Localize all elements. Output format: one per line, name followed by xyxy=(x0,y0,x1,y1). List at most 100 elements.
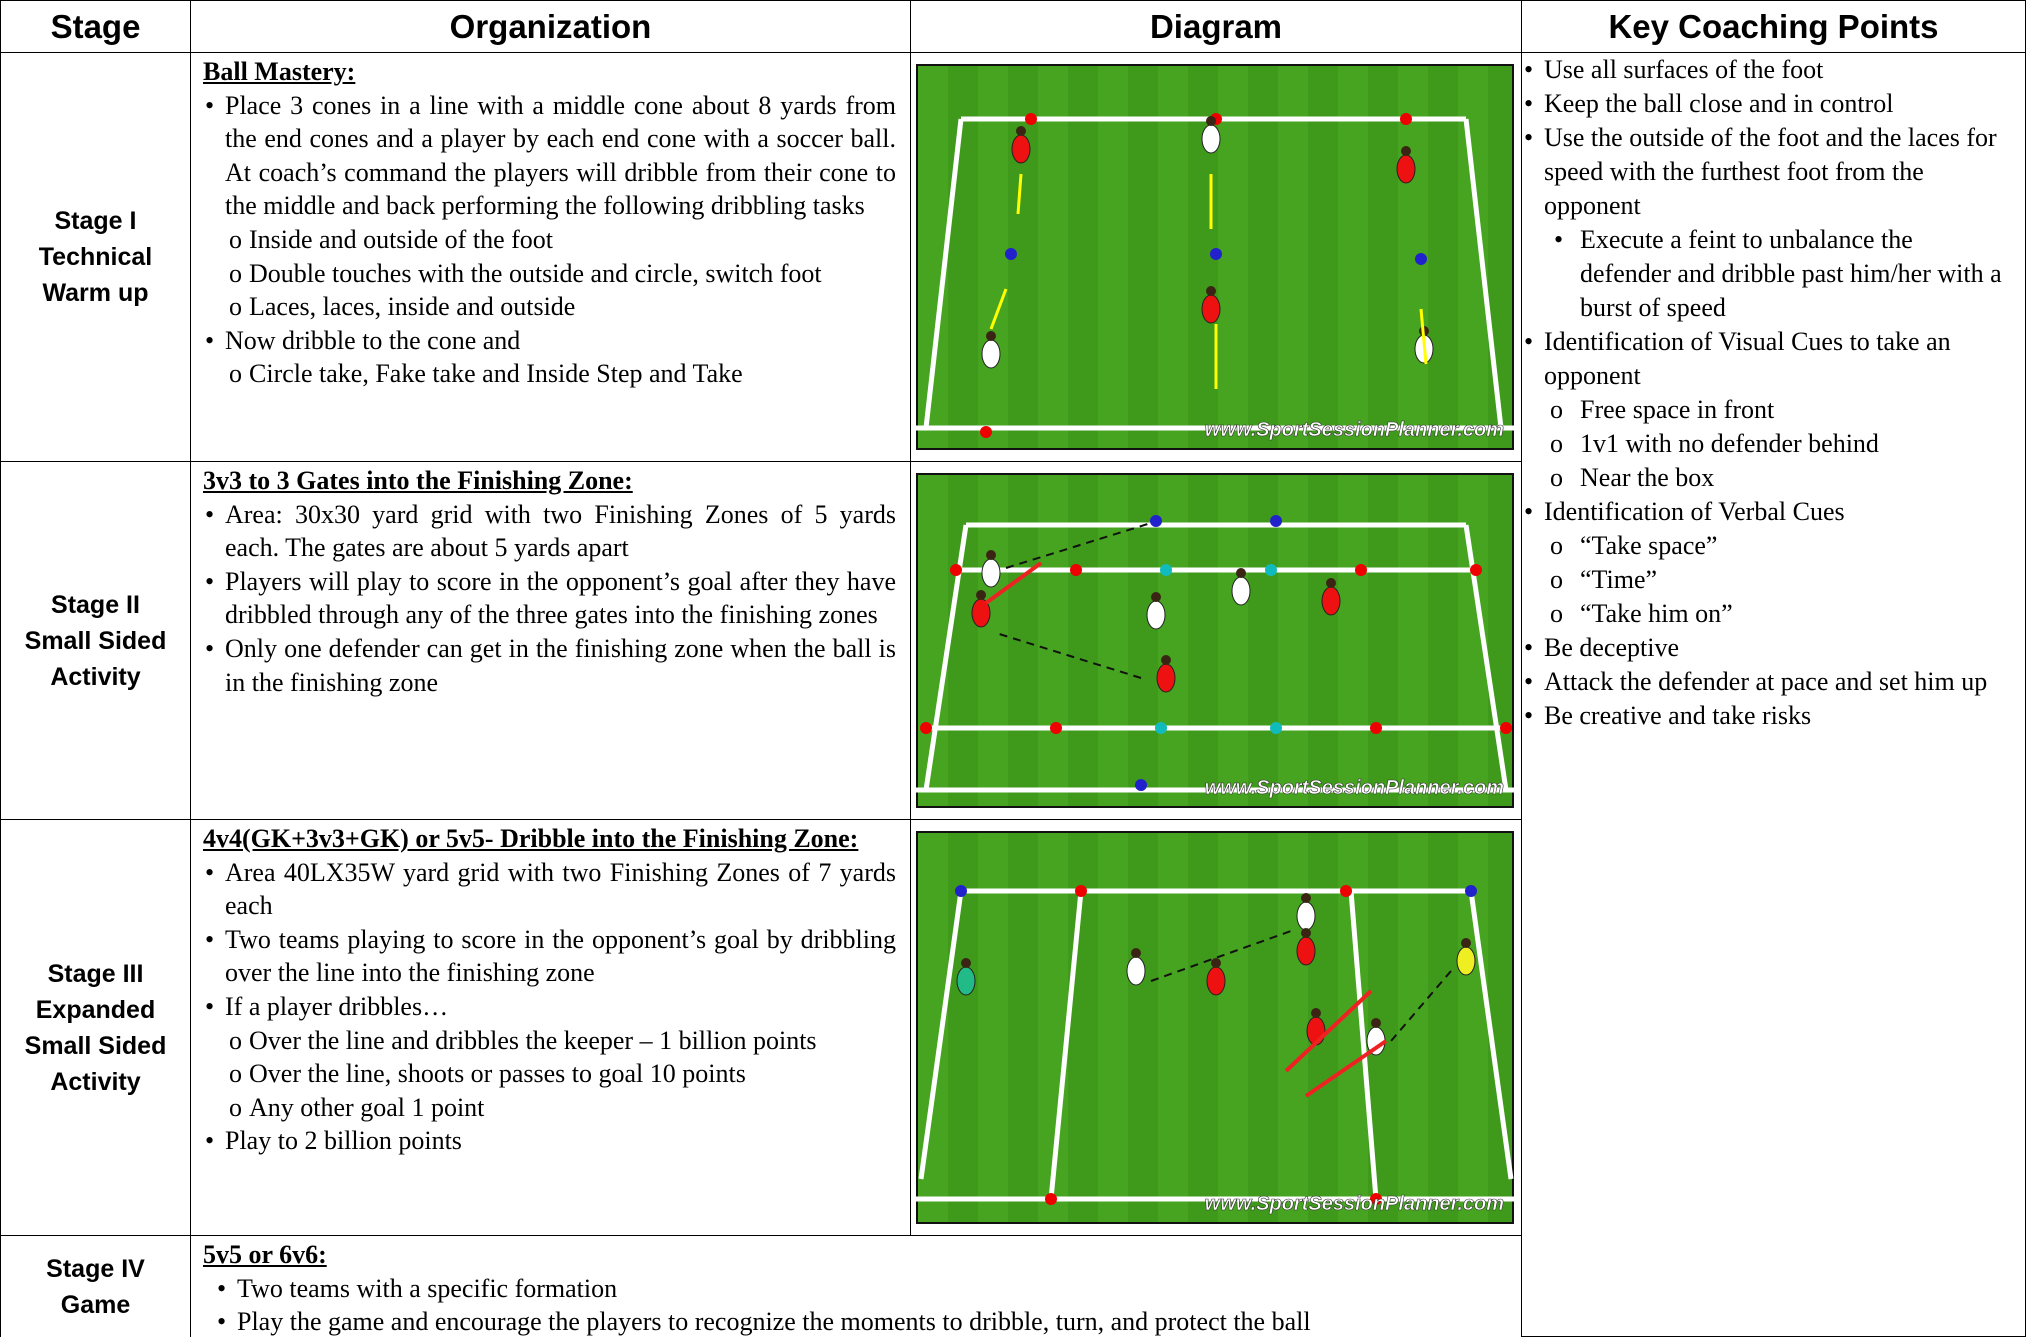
bullet-text: Be creative and take risks xyxy=(1544,701,1812,730)
cone xyxy=(1355,564,1367,576)
field-line xyxy=(1348,890,1379,1200)
player-head xyxy=(1206,286,1216,296)
sub-item: Near the box xyxy=(1544,461,2005,495)
bullet-list: Two teams with a specific formation Play … xyxy=(203,1272,1507,1337)
cone xyxy=(1370,722,1382,734)
field-line xyxy=(1150,930,1292,982)
bullet-item: Be creative and take risks xyxy=(1522,699,2005,733)
player-head xyxy=(1131,948,1141,958)
player xyxy=(1456,946,1476,976)
bullet-text: Play the game and encourage the players … xyxy=(237,1307,1311,1337)
sub-list: Over the line and dribbles the keeper – … xyxy=(225,1024,896,1125)
field-line xyxy=(923,118,964,429)
bullet-text: Use the outside of the foot and the lace… xyxy=(1544,123,1997,220)
stage-line: Small Sided xyxy=(24,626,167,655)
player-head xyxy=(976,590,986,600)
player xyxy=(1146,600,1166,630)
sub-item: Over the line, shoots or passes to goal … xyxy=(225,1057,896,1091)
bullet-item: Only one defender can get in the finishi… xyxy=(203,632,896,699)
sub-item: Free space in front xyxy=(1544,393,2005,427)
player-head xyxy=(1161,655,1171,665)
org-title: 3v3 to 3 Gates into the Finishing Zone: xyxy=(203,466,633,495)
cone xyxy=(1155,722,1167,734)
field-line xyxy=(989,288,1008,330)
sub-list: Free space in front1v1 with no defender … xyxy=(1544,393,2005,495)
sub-item: 1v1 with no defender behind xyxy=(1544,427,2005,461)
player xyxy=(1296,901,1316,931)
player-head xyxy=(1461,938,1471,948)
sub-list: Inside and outside of the footDouble tou… xyxy=(225,223,896,324)
player-head xyxy=(986,550,996,560)
bullet-item: Identification of Verbal Cues “Take space… xyxy=(1522,495,2005,631)
stage-line: Technical xyxy=(38,243,153,271)
bullet-list: Place 3 cones in a line with a middle co… xyxy=(203,89,896,391)
stage-cell: Stage I Technical Warm up xyxy=(0,52,191,462)
cone xyxy=(1160,564,1172,576)
stage-line: Expanded xyxy=(35,995,156,1024)
bullet-text: If a player dribbles… xyxy=(225,991,449,1021)
org-title: 4v4(GK+3v3+GK) or 5v5- Dribble into the … xyxy=(203,824,859,853)
org-title: 5v5 or 6v6: xyxy=(203,1240,327,1269)
stage-line: Game xyxy=(60,1290,131,1319)
bullet-text: Attack the defender at pace and set him … xyxy=(1544,667,1988,696)
stripe xyxy=(1038,66,1068,448)
player-head xyxy=(1211,958,1221,968)
sub-list: “Take space”“Time”“Take him on” xyxy=(1544,529,2005,631)
player xyxy=(1126,956,1146,986)
sub-item: Circle take, Fake take and Inside Step a… xyxy=(225,357,896,391)
player xyxy=(1201,294,1221,324)
cone xyxy=(1470,564,1482,576)
cone xyxy=(1210,248,1222,260)
bullet-text: Keep the ball close and in control xyxy=(1544,89,1894,118)
stage-cell: Stage II Small Sided Activity xyxy=(0,461,191,820)
cone xyxy=(1415,253,1427,265)
stage-line: Stage IV xyxy=(46,1254,145,1283)
player xyxy=(956,966,976,996)
stage-line: Stage I xyxy=(54,207,137,235)
stripe xyxy=(1338,475,1368,806)
diagram: www.SportSessionPlanner.com xyxy=(916,831,1514,1224)
field-line xyxy=(1304,1039,1388,1098)
bullet-item: Players will play to score in the oppone… xyxy=(203,565,896,632)
sub-item: Any other goal 1 point xyxy=(225,1091,896,1125)
sub-item: “Time” xyxy=(1544,563,2005,597)
player-head xyxy=(1401,146,1411,156)
player-head xyxy=(1206,116,1216,126)
cone xyxy=(950,564,962,576)
player xyxy=(1321,586,1341,616)
cone xyxy=(1075,885,1087,897)
stage-line: Activity xyxy=(50,662,141,691)
cone xyxy=(1270,722,1282,734)
cone xyxy=(1465,885,1477,897)
header-key-points: Key Coaching Points xyxy=(1521,0,2026,53)
stripe xyxy=(1158,833,1188,1222)
stripe xyxy=(1158,66,1188,448)
bullet-text: Place 3 cones in a line with a middle co… xyxy=(225,90,896,221)
player xyxy=(1156,663,1176,693)
diagram-cell: www.SportSessionPlanner.com xyxy=(910,461,1522,820)
sub-list: Circle take, Fake take and Inside Step a… xyxy=(225,357,896,391)
stripe xyxy=(978,833,1008,1222)
player-head xyxy=(1301,928,1311,938)
field-line xyxy=(995,632,1142,679)
stripe xyxy=(1338,66,1368,448)
sub-item: “Take space” xyxy=(1544,529,2005,563)
field-line xyxy=(1463,118,1504,429)
bullet-text: Identification of Verbal Cues xyxy=(1544,497,1845,526)
stripe xyxy=(1278,66,1308,448)
watermark: www.SportSessionPlanner.com xyxy=(1205,1193,1504,1215)
cone xyxy=(1150,515,1162,527)
cone xyxy=(920,722,932,734)
sub-item: Execute a feint to unbalance the defende… xyxy=(1544,223,2005,325)
stripe xyxy=(1218,66,1248,448)
player xyxy=(1011,134,1031,164)
key-points-cell: Use all surfaces of the foot Keep the bal… xyxy=(1521,52,2026,1337)
bullet-item: Two teams playing to score in the oppone… xyxy=(203,923,896,990)
stripe xyxy=(1218,833,1248,1222)
field-line xyxy=(1016,173,1023,215)
sub-list: Execute a feint to unbalance the defende… xyxy=(1544,223,2005,325)
bullet-text: Be deceptive xyxy=(1544,633,1679,662)
bullet-text: Only one defender can get in the finishi… xyxy=(225,633,896,697)
cone xyxy=(1265,564,1277,576)
stripe xyxy=(978,475,1008,806)
